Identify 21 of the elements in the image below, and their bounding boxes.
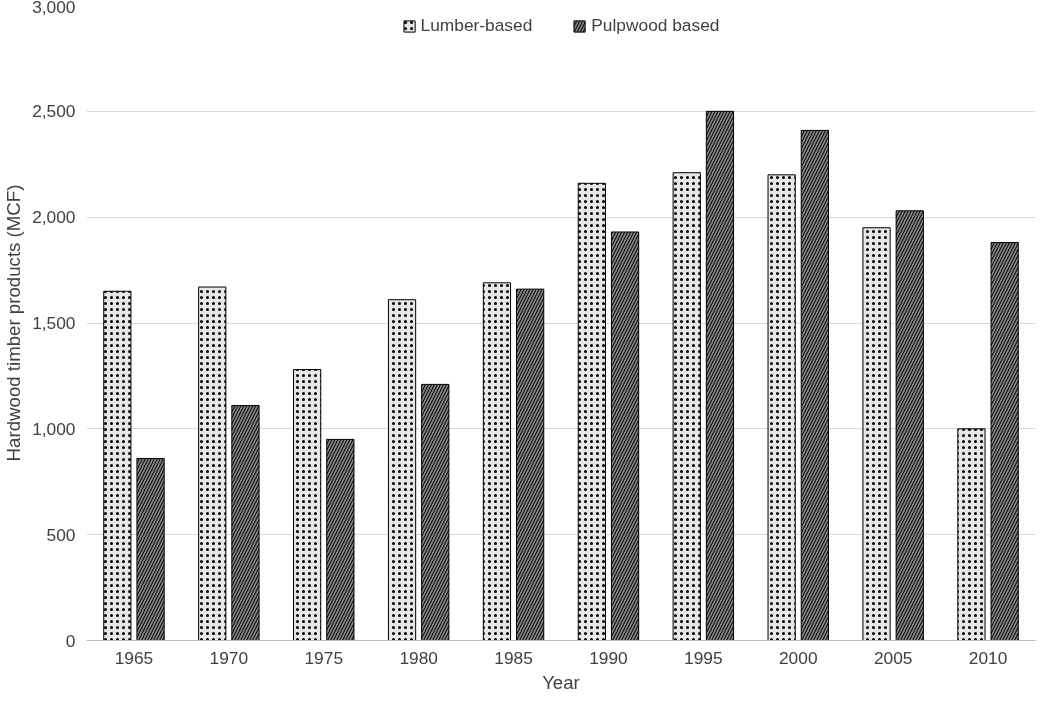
x-axis-title: Year xyxy=(542,671,580,693)
x-tick-label: 1975 xyxy=(304,647,344,668)
y-tick-label: 1,000 xyxy=(32,418,76,439)
x-tick-label: 2010 xyxy=(968,647,1008,668)
x-tick-label: 1990 xyxy=(589,647,628,668)
y-tick-label: 3,000 xyxy=(32,0,76,17)
y-tick-label: 0 xyxy=(65,630,76,651)
x-tick-label: 1965 xyxy=(114,647,154,668)
x-tick-label: 1970 xyxy=(209,647,249,668)
y-tick-label: 500 xyxy=(46,524,76,545)
y-axis-title: Hardwood timber products (MCF) xyxy=(3,184,25,462)
x-tick-label: 1980 xyxy=(399,647,438,668)
x-tick-label: 2000 xyxy=(778,647,818,668)
x-tick-label: 1985 xyxy=(494,647,533,668)
y-tick-label: 1,500 xyxy=(32,313,76,333)
legend-label: Pulpwood based xyxy=(591,15,720,36)
legend-label: Lumber-based xyxy=(420,15,533,36)
x-tick-label: 1995 xyxy=(684,647,723,668)
y-tick-label: 2,500 xyxy=(32,101,76,122)
x-tick-label: 2005 xyxy=(873,647,913,668)
y-tick-label: 2,000 xyxy=(32,207,76,228)
